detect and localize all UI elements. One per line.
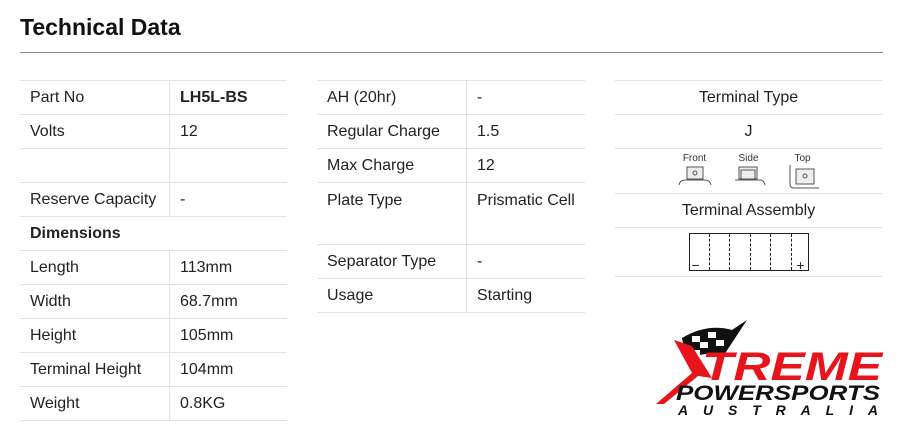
- table-row: Regular Charge 1.5: [317, 114, 585, 149]
- table-row: Height 105mm: [20, 318, 287, 353]
- row-label: Max Charge: [317, 148, 467, 183]
- positive-terminal: +: [796, 257, 805, 273]
- svg-text:TREME: TREME: [702, 345, 884, 389]
- row-label: Weight: [20, 386, 170, 421]
- row-value: Prismatic Cell: [466, 182, 585, 245]
- row-value: 104mm: [169, 352, 287, 387]
- table-row: Part No LH5L-BS: [20, 80, 287, 115]
- terminal-front-icon: [678, 166, 711, 185]
- dimensions-heading: Dimensions: [20, 216, 287, 251]
- negative-terminal: −: [691, 257, 700, 273]
- row-label: Part No: [20, 80, 170, 115]
- row-label: Terminal Height: [20, 352, 170, 387]
- row-label: Regular Charge: [317, 114, 467, 149]
- row-value: 1.5: [466, 114, 585, 149]
- svg-text:AUSTRALIA: AUSTRALIA: [677, 402, 878, 418]
- row-label: Height: [20, 318, 170, 353]
- row-value: 105mm: [169, 318, 287, 353]
- row-value: 68.7mm: [169, 284, 287, 319]
- row-value: 113mm: [169, 250, 287, 285]
- specs-table: AH (20hr) - Regular Charge 1.5 Max Charge 1…: [317, 80, 585, 313]
- table-row: Terminal Height 104mm: [20, 352, 287, 387]
- table-row: Reserve Capacity -: [20, 182, 287, 217]
- table-row: [20, 148, 287, 183]
- terminal-type-heading: Terminal Type: [615, 80, 882, 115]
- front-view: Front: [677, 153, 713, 190]
- view-label: Front: [682, 152, 707, 164]
- row-label: Plate Type: [317, 182, 467, 245]
- row-value: -: [466, 244, 585, 279]
- part-number: LH5L-BS: [169, 80, 287, 115]
- table-row: Separator Type -: [317, 244, 585, 279]
- view-label: Side: [738, 152, 759, 164]
- general-table: Part No LH5L-BS Volts 12 Reserve Capacity -…: [20, 80, 287, 421]
- xtreme-powersports-logo: TREME POWERSPORTS AUSTRALIA: [656, 320, 884, 418]
- terminal-top-icon: [789, 164, 819, 188]
- row-label: Separator Type: [317, 244, 467, 279]
- table-row: Length 113mm: [20, 250, 287, 285]
- title-divider: [20, 52, 883, 53]
- row-value: -: [466, 80, 585, 115]
- table-row: Usage Starting: [317, 278, 585, 313]
- terminal-type-value: J: [615, 114, 882, 149]
- side-view: Side: [731, 153, 767, 190]
- row-value: 0.8KG: [169, 386, 287, 421]
- row-value: 12: [466, 148, 585, 183]
- top-view: Top: [785, 153, 821, 190]
- row-label: Length: [20, 250, 170, 285]
- table-row: Plate Type Prismatic Cell: [317, 182, 585, 245]
- row-label: Reserve Capacity: [20, 182, 170, 217]
- row-value: Starting: [466, 278, 585, 313]
- table-row: AH (20hr) -: [317, 80, 585, 115]
- row-label: [20, 148, 170, 183]
- view-label: Top: [794, 152, 811, 164]
- table-row: Max Charge 12: [317, 148, 585, 183]
- table-row: Weight 0.8KG: [20, 386, 287, 421]
- terminal-side-icon: [734, 166, 765, 185]
- row-label: Width: [20, 284, 170, 319]
- terminal-assembly: − +: [615, 227, 882, 277]
- row-value: 12: [169, 114, 287, 149]
- battery-layout-diagram: − +: [688, 233, 809, 273]
- terminal-assembly-heading: Terminal Assembly: [615, 193, 882, 228]
- page-title: Technical Data: [20, 14, 181, 40]
- checkered-flag-icon: [682, 320, 747, 363]
- dimensions-heading-row: Dimensions: [20, 216, 287, 251]
- row-value: -: [169, 182, 287, 217]
- table-row: Volts 12: [20, 114, 287, 149]
- terminal-views: Front Side Top: [615, 148, 882, 194]
- row-label: Volts: [20, 114, 170, 149]
- svg-text:POWERSPORTS: POWERSPORTS: [676, 382, 880, 405]
- terminal-table: Terminal Type J Front Side Top Terminal …: [615, 80, 882, 277]
- row-value: [169, 148, 287, 183]
- row-label: Usage: [317, 278, 467, 313]
- row-label: AH (20hr): [317, 80, 467, 115]
- table-row: Width 68.7mm: [20, 284, 287, 319]
